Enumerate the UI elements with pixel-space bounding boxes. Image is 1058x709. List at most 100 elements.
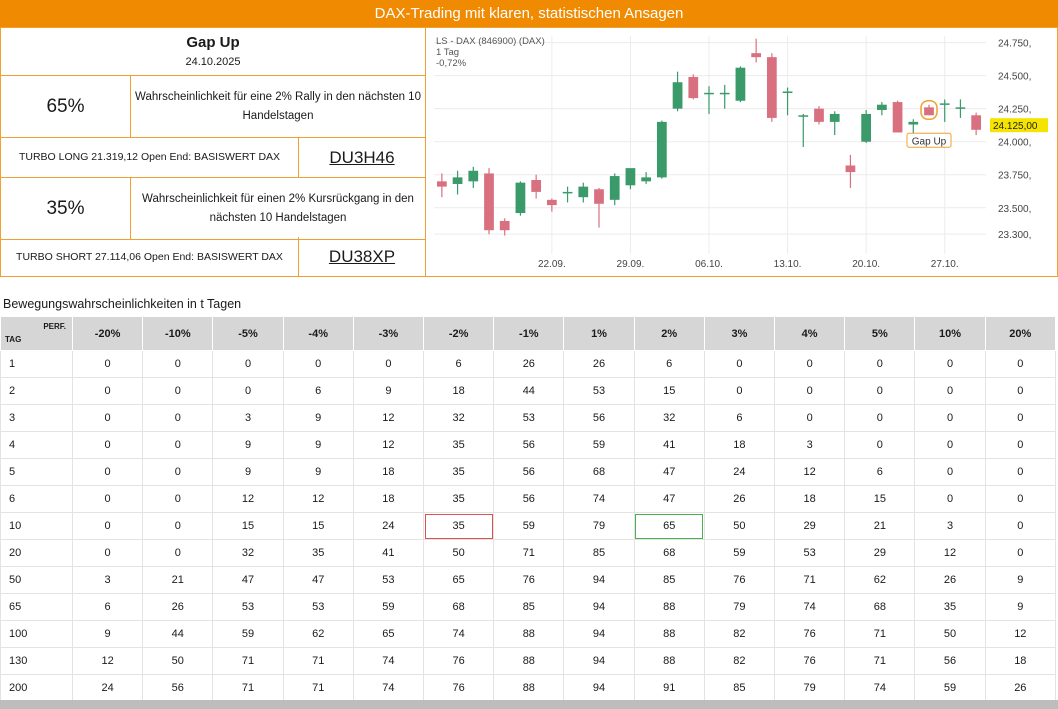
table-cell: 41 [633, 431, 705, 459]
up-probability-text: Wahrscheinlichkeit für eine 2% Rally in … [135, 90, 421, 122]
y-tick-label: 24.750, [998, 39, 1031, 50]
y-tick-label: 23.500, [998, 204, 1031, 215]
table-cell: 0 [142, 485, 214, 513]
table-cell: 0 [914, 404, 986, 432]
table-cell: 26 [493, 350, 565, 378]
table-cell: 74 [352, 647, 425, 675]
table-column-header: -4% [282, 316, 354, 351]
table-cell: 9 [212, 458, 284, 486]
table-cell: 74 [844, 674, 916, 702]
table-cell: 26 [914, 566, 986, 594]
table-cell: 82 [703, 620, 776, 648]
row-day-cell: 1 [0, 350, 73, 378]
row-day-cell: 2 [0, 377, 73, 405]
candle-body [751, 53, 762, 58]
table-cell: 15 [844, 485, 916, 513]
table-cell: 0 [984, 485, 1057, 513]
legend-line: -0,72% [436, 58, 467, 69]
candle-body [688, 76, 699, 99]
table-cell: 71 [282, 647, 354, 675]
table-cell: 65 [352, 620, 425, 648]
table-cell: 18 [984, 647, 1057, 675]
table-cell: 76 [493, 566, 565, 594]
table-column-header: -3% [352, 316, 425, 351]
table-cell: 9 [282, 431, 354, 459]
table-cell: 9 [282, 404, 354, 432]
table-cell: 12 [212, 485, 284, 513]
down-probability-value: 35% [1, 178, 131, 239]
table-cell: 74 [352, 674, 425, 702]
candle-body [766, 57, 777, 118]
table-column-header: -5% [212, 316, 284, 351]
table-title: Bewegungswahrscheinlichkeiten in t Tagen [3, 297, 242, 311]
candle-body [594, 189, 604, 204]
table-cell: 0 [352, 350, 425, 378]
table-cell: 88 [633, 620, 705, 648]
table-cell: 35 [914, 593, 986, 621]
candle-body [845, 165, 856, 173]
signal-date: 24.10.2025 [185, 56, 241, 68]
table-cell: 65 [423, 566, 495, 594]
row-day-cell: 200 [0, 674, 73, 702]
table-cell: 0 [71, 512, 144, 540]
candles [436, 38, 982, 236]
candle-body [892, 102, 903, 133]
table-cell: 12 [914, 539, 986, 567]
candle-body [656, 121, 667, 178]
table-cell: 79 [703, 593, 776, 621]
table-cell: 9 [71, 620, 144, 648]
table-cell: 15 [282, 512, 354, 540]
x-tick-label: 22.09. [538, 259, 566, 270]
table-cell: 0 [71, 377, 144, 405]
table-cell: 9 [282, 458, 354, 486]
x-tick-label: 27.10. [931, 259, 959, 270]
candle-body [641, 177, 652, 182]
candle-body [484, 173, 494, 231]
table-cell: 59 [563, 431, 635, 459]
signal-title: Gap Up [186, 34, 240, 51]
candle-body [578, 186, 589, 198]
row-day-cell: 65 [0, 593, 73, 621]
turbo-short-row: TURBO SHORT 27.114,06 Open End: BASISWER… [1, 237, 425, 277]
table-cell: 0 [914, 377, 986, 405]
x-axis-labels: 22.09. 29.09. 06.10. 13.10. 20.10. 27.10. [538, 259, 959, 270]
turbo-long-link[interactable]: DU3H46 [329, 147, 395, 167]
table-cell: 59 [493, 512, 565, 540]
table-cell: 68 [633, 539, 705, 567]
table-cell: 0 [142, 350, 214, 378]
turbo-short-link[interactable]: DU38XP [328, 247, 396, 266]
table-cell: 0 [984, 512, 1057, 540]
candle-body [735, 67, 746, 101]
table-cell: 71 [493, 539, 565, 567]
table-cell: 35 [423, 512, 495, 540]
table-cell: 56 [493, 458, 565, 486]
down-probability-text: Wahrscheinlichkeit für einen 2% Kursrück… [142, 192, 414, 224]
table-row: 1 0 0 0 0 0 6 26 26 6 0 0 0 0 0 [0, 350, 1057, 378]
table-cell: 91 [633, 674, 705, 702]
table-cell: 12 [71, 647, 144, 675]
candle-body [876, 104, 887, 110]
row-day-cell: 5 [0, 458, 73, 486]
table-cell: 94 [563, 674, 635, 702]
table-cell: 59 [352, 593, 425, 621]
candle-body [436, 181, 447, 187]
chart-gridlines [434, 36, 986, 254]
table-column-header: 1% [563, 316, 635, 351]
turbo-long-label: TURBO LONG 21.319,12 Open End: BASISWERT… [1, 138, 299, 177]
table-cell: 26 [142, 593, 214, 621]
table-cell: 0 [71, 485, 144, 513]
x-tick-label: 13.10. [774, 259, 802, 270]
candle-body [609, 176, 620, 200]
candle-body [798, 115, 809, 117]
dax-candlestick-chart: LS - DAX (846900) (DAX) 1 Tag -0,72% 23.… [426, 27, 1058, 277]
table-cell: 35 [423, 431, 495, 459]
row-day-cell: 10 [0, 512, 73, 540]
turbo-short-label: TURBO SHORT 27.114,06 Open End: BASISWER… [1, 237, 299, 277]
table-cell: 6 [423, 350, 495, 378]
table-cell: 62 [282, 620, 354, 648]
table-cell: 76 [774, 620, 846, 648]
table-cell: 18 [703, 431, 776, 459]
table-column-header: 5% [844, 316, 916, 351]
table-cell: 18 [352, 485, 425, 513]
candle-body [924, 107, 934, 116]
